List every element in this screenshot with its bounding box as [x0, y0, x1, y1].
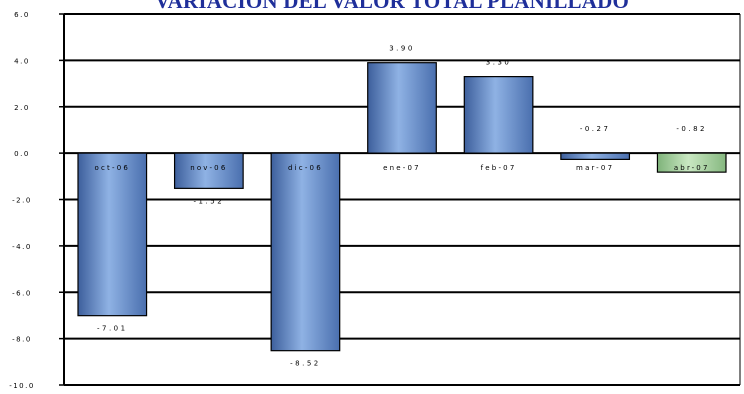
bar	[173, 152, 244, 189]
category-label: ene-07	[383, 164, 421, 172]
labels: oct-06 -7.01 nov-06 -1.52 dic-06 -8.52 ene-07 3…	[95, 45, 710, 368]
bar	[656, 152, 727, 173]
data-label: -0.27	[580, 125, 611, 133]
y-tick-label: 0.0	[14, 150, 30, 158]
data-label: -8.52	[290, 360, 321, 368]
y-tick-label: -6.0	[12, 289, 32, 297]
bar	[560, 152, 631, 160]
bar	[367, 62, 437, 154]
y-tick-label: 6.0	[14, 11, 30, 19]
y-tick-label: -2.0	[12, 197, 32, 205]
y-tick-label: -8.0	[12, 336, 32, 344]
y-tick-label: -10.0	[9, 382, 35, 389]
data-label: -1.52	[194, 197, 225, 205]
y-tick-label: -4.0	[12, 243, 32, 251]
chart-title: VARIACIÓN DEL VALOR TOTAL PLANILLADO	[155, 0, 629, 13]
data-label: 3.30	[486, 59, 512, 67]
bar	[77, 152, 148, 317]
data-label: -0.82	[676, 125, 707, 133]
category-label: abr-07	[674, 164, 710, 172]
data-label: -7.01	[97, 325, 128, 333]
y-tick-label: 2.0	[14, 104, 30, 112]
y-tick-label: 4.0	[14, 57, 30, 65]
bars	[77, 62, 727, 352]
category-label: mar-07	[576, 164, 614, 172]
category-label: feb-07	[481, 164, 517, 172]
category-label: nov-06	[190, 164, 227, 172]
axes: 6.0 4.0 2.0 0.0 -2.0 -4.0 -6.0 -8.0 -10.0	[9, 11, 741, 390]
category-label: dic-06	[288, 164, 323, 172]
bar	[463, 76, 534, 154]
data-label: 3.90	[389, 45, 415, 53]
bar	[270, 152, 341, 352]
category-label: oct-06	[95, 164, 131, 172]
